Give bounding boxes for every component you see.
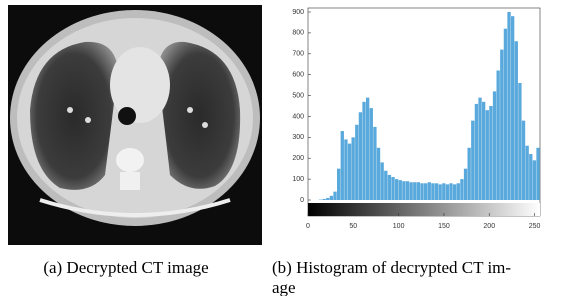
bar — [326, 198, 329, 200]
x-tick-label: 250 — [529, 223, 541, 230]
bar — [471, 121, 474, 200]
y-tick-label: 200 — [292, 155, 304, 162]
bar — [515, 41, 518, 200]
bar — [413, 182, 416, 200]
bar — [446, 184, 449, 200]
bar — [417, 182, 420, 200]
bar — [348, 144, 351, 200]
x-tick-label: 150 — [438, 223, 450, 230]
bar — [355, 125, 358, 200]
bar — [464, 169, 467, 200]
y-tick-label: 800 — [292, 30, 304, 37]
bar — [377, 148, 380, 200]
bar — [395, 179, 398, 200]
caption: (a) Decrypted CT image — [43, 258, 208, 277]
y-tick-label: 600 — [292, 72, 304, 79]
y-tick-label: 500 — [292, 92, 304, 99]
bar — [500, 50, 503, 200]
x-tick-label: 0 — [306, 223, 310, 230]
bar — [424, 183, 427, 200]
bar — [522, 121, 525, 200]
bar — [359, 112, 362, 200]
bar — [406, 181, 409, 200]
bar — [373, 127, 376, 200]
bar — [533, 160, 536, 200]
bar — [402, 181, 405, 200]
colorbar — [308, 203, 540, 216]
bar — [352, 137, 355, 200]
bar — [536, 148, 539, 200]
bar — [507, 12, 510, 200]
bar — [457, 183, 460, 200]
bar — [333, 192, 336, 200]
bar — [518, 83, 521, 200]
x-tick-label: 200 — [483, 223, 495, 230]
y-tick-label: 0 — [300, 197, 304, 204]
bar — [337, 169, 340, 200]
y-tick-label: 300 — [292, 134, 304, 141]
histogram: 0 100 200 300 400 500 600 700 800 900 0 50 100 150 200… — [292, 8, 540, 230]
y-tick-label: 400 — [292, 113, 304, 120]
bar — [493, 91, 496, 200]
x-tick-label: 50 — [349, 223, 357, 230]
bar — [431, 183, 434, 200]
bar — [478, 98, 481, 200]
bar — [486, 110, 489, 200]
bar — [420, 183, 423, 200]
bar — [388, 175, 391, 200]
caption: age — [272, 278, 296, 296]
bar — [384, 171, 387, 200]
bar — [511, 16, 514, 200]
bar — [482, 102, 485, 200]
bar — [370, 108, 373, 200]
bar — [468, 148, 471, 200]
caption: (b) Histogram of decrypted CT im- — [272, 258, 511, 277]
y-tick-label: 100 — [292, 176, 304, 183]
figure: 0 100 200 300 400 500 600 700 800 900 0 50 100 150 200… — [0, 0, 574, 296]
y-tick-label: 900 — [292, 9, 304, 16]
bar — [449, 183, 452, 200]
bar — [428, 182, 431, 200]
bar — [453, 184, 456, 200]
bar — [435, 183, 438, 200]
bar — [489, 106, 492, 200]
bar — [439, 184, 442, 200]
bar — [460, 179, 463, 200]
bar — [341, 131, 344, 200]
bar — [323, 199, 326, 200]
bar — [391, 177, 394, 200]
ct-image — [8, 5, 262, 245]
bar — [344, 139, 347, 200]
bar — [529, 154, 532, 200]
bar — [399, 180, 402, 200]
bar — [504, 29, 507, 200]
bar — [526, 146, 529, 200]
x-tick-label: 100 — [393, 223, 405, 230]
bar — [475, 104, 478, 200]
bar — [497, 70, 500, 200]
bar — [410, 182, 413, 200]
bar — [330, 196, 333, 200]
bar — [442, 183, 445, 200]
bar — [362, 102, 365, 200]
bar — [381, 162, 384, 200]
bar — [366, 98, 369, 200]
y-tick-label: 700 — [292, 51, 304, 58]
